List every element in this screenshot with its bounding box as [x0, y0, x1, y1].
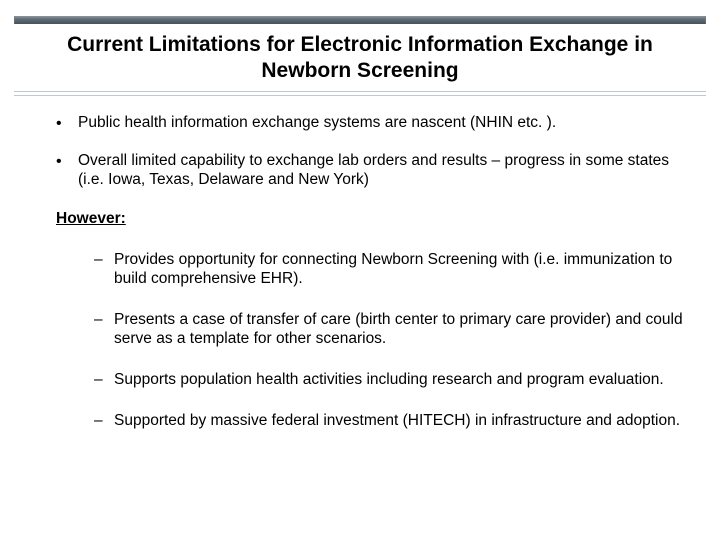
- title-block: Current Limitations for Electronic Infor…: [0, 26, 720, 91]
- bullet-text: Supported by massive federal investment …: [114, 412, 680, 429]
- list-item: Provides opportunity for connecting Newb…: [94, 251, 684, 289]
- list-item: Presents a case of transfer of care (bir…: [94, 311, 684, 349]
- slide-body: Public health information exchange syste…: [0, 96, 720, 431]
- slide-title: Current Limitations for Electronic Infor…: [40, 32, 680, 85]
- top-decorative-border: [14, 16, 706, 24]
- bullet-text: Provides opportunity for connecting Newb…: [114, 251, 672, 287]
- bullet-text: Public health information exchange syste…: [78, 114, 556, 131]
- primary-bullet-list: Public health information exchange syste…: [36, 114, 684, 191]
- secondary-bullet-list: Provides opportunity for connecting Newb…: [36, 251, 684, 430]
- list-item: Supports population health activities in…: [94, 371, 684, 390]
- however-heading: However:: [36, 210, 684, 229]
- slide-content: Current Limitations for Electronic Infor…: [0, 26, 720, 453]
- list-item: Supported by massive federal investment …: [94, 412, 684, 431]
- bullet-text: Overall limited capability to exchange l…: [78, 152, 669, 188]
- list-item: Overall limited capability to exchange l…: [56, 152, 684, 190]
- bullet-text: Presents a case of transfer of care (bir…: [114, 311, 683, 347]
- list-item: Public health information exchange syste…: [56, 114, 684, 133]
- bullet-text: Supports population health activities in…: [114, 371, 664, 388]
